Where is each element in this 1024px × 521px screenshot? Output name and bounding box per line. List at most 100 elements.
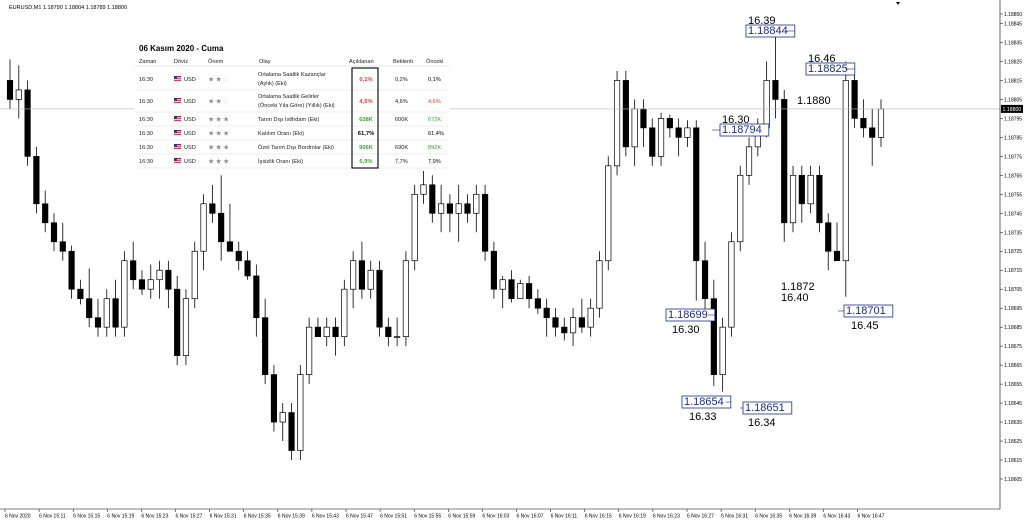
y-tick-label: 1.18605 xyxy=(1004,477,1022,483)
us-flag-white-stripe xyxy=(174,131,181,133)
candle xyxy=(174,275,181,366)
x-tick-label: 6 Nov 16:07 xyxy=(517,514,544,520)
candle-body-bear xyxy=(508,279,515,300)
time-axis[interactable]: 6 Nov 2020 6 Nov 15:11 6 Nov 15:15 6 Nov 15… xyxy=(4,509,885,520)
star-filled-icon: ★ xyxy=(216,158,222,166)
econ-row-previous: 0,1% xyxy=(428,77,441,83)
candle xyxy=(50,213,58,252)
candle-body-bear xyxy=(112,298,119,328)
econ-row-time: 16:30 xyxy=(139,99,153,105)
econ-row-event: Özel Tarım Dışı Bordrolar (Eki) xyxy=(258,144,334,151)
star-filled-icon: ★ xyxy=(223,116,229,124)
star-empty-icon: ☆ xyxy=(223,76,229,84)
candle-body-bear xyxy=(534,298,541,309)
candle-body-bear xyxy=(332,326,339,338)
price-axis[interactable]: 1.18850 1.18845 1.18835 1.18825 1.18815 1.188… xyxy=(1000,12,1023,483)
star-filled-icon: ★ xyxy=(208,116,214,124)
annotation-time-label: 16.30 xyxy=(672,324,700,336)
econ-row-forecast: 0,2% xyxy=(395,77,408,83)
candle xyxy=(429,175,436,223)
us-flag-icon xyxy=(174,98,181,103)
econ-table-header-cell: Açıklanan xyxy=(349,59,374,65)
candle-body-bull xyxy=(420,184,427,195)
y-tick-label: 1.18805 xyxy=(1004,97,1022,103)
candle-body-bear xyxy=(253,275,260,319)
x-tick-label: 6 Nov 15:27 xyxy=(176,514,203,520)
candle xyxy=(578,298,585,333)
econ-row-forecast: 690K xyxy=(395,145,408,151)
x-tick-label: 6 Nov 15:59 xyxy=(448,514,475,520)
candle xyxy=(860,99,867,138)
econ-table-background xyxy=(134,41,450,171)
econ-row-previous: 672K xyxy=(428,117,441,123)
candle-body-bull xyxy=(438,203,445,214)
candle-body-bear xyxy=(490,250,497,290)
candle-body-bull xyxy=(147,279,154,290)
us-flag-icon xyxy=(174,76,181,81)
candle xyxy=(156,260,163,299)
candle-body-bull xyxy=(394,336,401,339)
econ-row-event: Katılım Oranı (Eki) xyxy=(258,131,304,137)
candle xyxy=(94,298,102,337)
y-tick-label: 1.18795 xyxy=(1004,116,1022,122)
econ-table-row: 16:30 USD ★ ★ ★ İşsizlik Oranı (Eki) 6,9% 7,7% 7… xyxy=(135,158,449,169)
current-price-box xyxy=(1001,104,1023,113)
candle-body-bear xyxy=(235,250,242,262)
candle-body-bull xyxy=(789,174,797,224)
candle-body-bull xyxy=(517,283,524,300)
annotation-price-label: 1.18825 xyxy=(808,63,848,75)
candle xyxy=(191,241,198,309)
candle xyxy=(262,298,269,385)
candle xyxy=(851,65,858,128)
current-price-label: 1.18800 xyxy=(1003,107,1022,113)
x-tick-label: 6 Nov 15:51 xyxy=(380,514,407,520)
chart-menu-arrow-icon[interactable] xyxy=(896,2,900,5)
econ-row-actual: 638K xyxy=(359,117,374,123)
us-flag-icon xyxy=(174,116,181,121)
candle xyxy=(649,118,656,166)
candle-body-bear xyxy=(376,269,383,328)
candle xyxy=(314,317,322,338)
star-filled-icon: ★ xyxy=(223,158,229,166)
us-flag-icon xyxy=(174,144,181,149)
candle xyxy=(728,232,735,337)
econ-table-row: 16:30 USD ★ ★ ☆Ortalama Saatlik Kazançlar(Ay… xyxy=(135,72,449,91)
annotation-price-label: 1.1872 xyxy=(781,281,815,293)
annotation-price-label: 1.18701 xyxy=(846,305,886,317)
price-annotation: 1.18651 16.34 xyxy=(740,401,793,429)
candle xyxy=(710,279,717,386)
econ-table-header-cell: Döviz xyxy=(174,59,188,65)
candle xyxy=(772,25,779,119)
candle xyxy=(394,317,401,347)
annotation-price-label: 1.18654 xyxy=(684,396,724,408)
candle xyxy=(833,222,841,262)
us-flag-canton xyxy=(174,158,177,161)
economic-calendar-table: 06 Kasım 2020 - Cuma Zaman Döviz Önem Olay Aç… xyxy=(134,41,450,171)
candle xyxy=(482,184,489,261)
candle-body-bull xyxy=(763,80,770,129)
candle-body-bull xyxy=(745,146,753,176)
us-flag-stripes xyxy=(174,98,181,103)
y-tick-label: 1.18685 xyxy=(1004,325,1022,331)
y-tick-label: 1.18845 xyxy=(1004,21,1022,27)
star-empty-icon: ☆ xyxy=(223,98,229,106)
candle xyxy=(534,289,541,314)
candle xyxy=(745,137,753,185)
candle xyxy=(218,175,225,261)
candle-body-bear xyxy=(526,283,533,300)
us-flag-stripes xyxy=(174,76,181,81)
candle-body-bull xyxy=(613,80,621,167)
candle-body-bear xyxy=(798,174,805,205)
candle xyxy=(358,241,365,299)
candle-body-bear xyxy=(86,298,93,319)
candle xyxy=(279,403,286,442)
y-tick-label: 1.18850 xyxy=(1004,12,1022,18)
star-filled-icon: ★ xyxy=(208,158,214,166)
x-tick-label: 6 Nov 16:31 xyxy=(721,514,748,520)
us-flag-stripes xyxy=(174,130,181,135)
y-tick-label: 1.18725 xyxy=(1004,249,1022,255)
x-tick-label: 6 Nov 2020 xyxy=(5,514,31,520)
candle-body-bull xyxy=(605,165,612,262)
